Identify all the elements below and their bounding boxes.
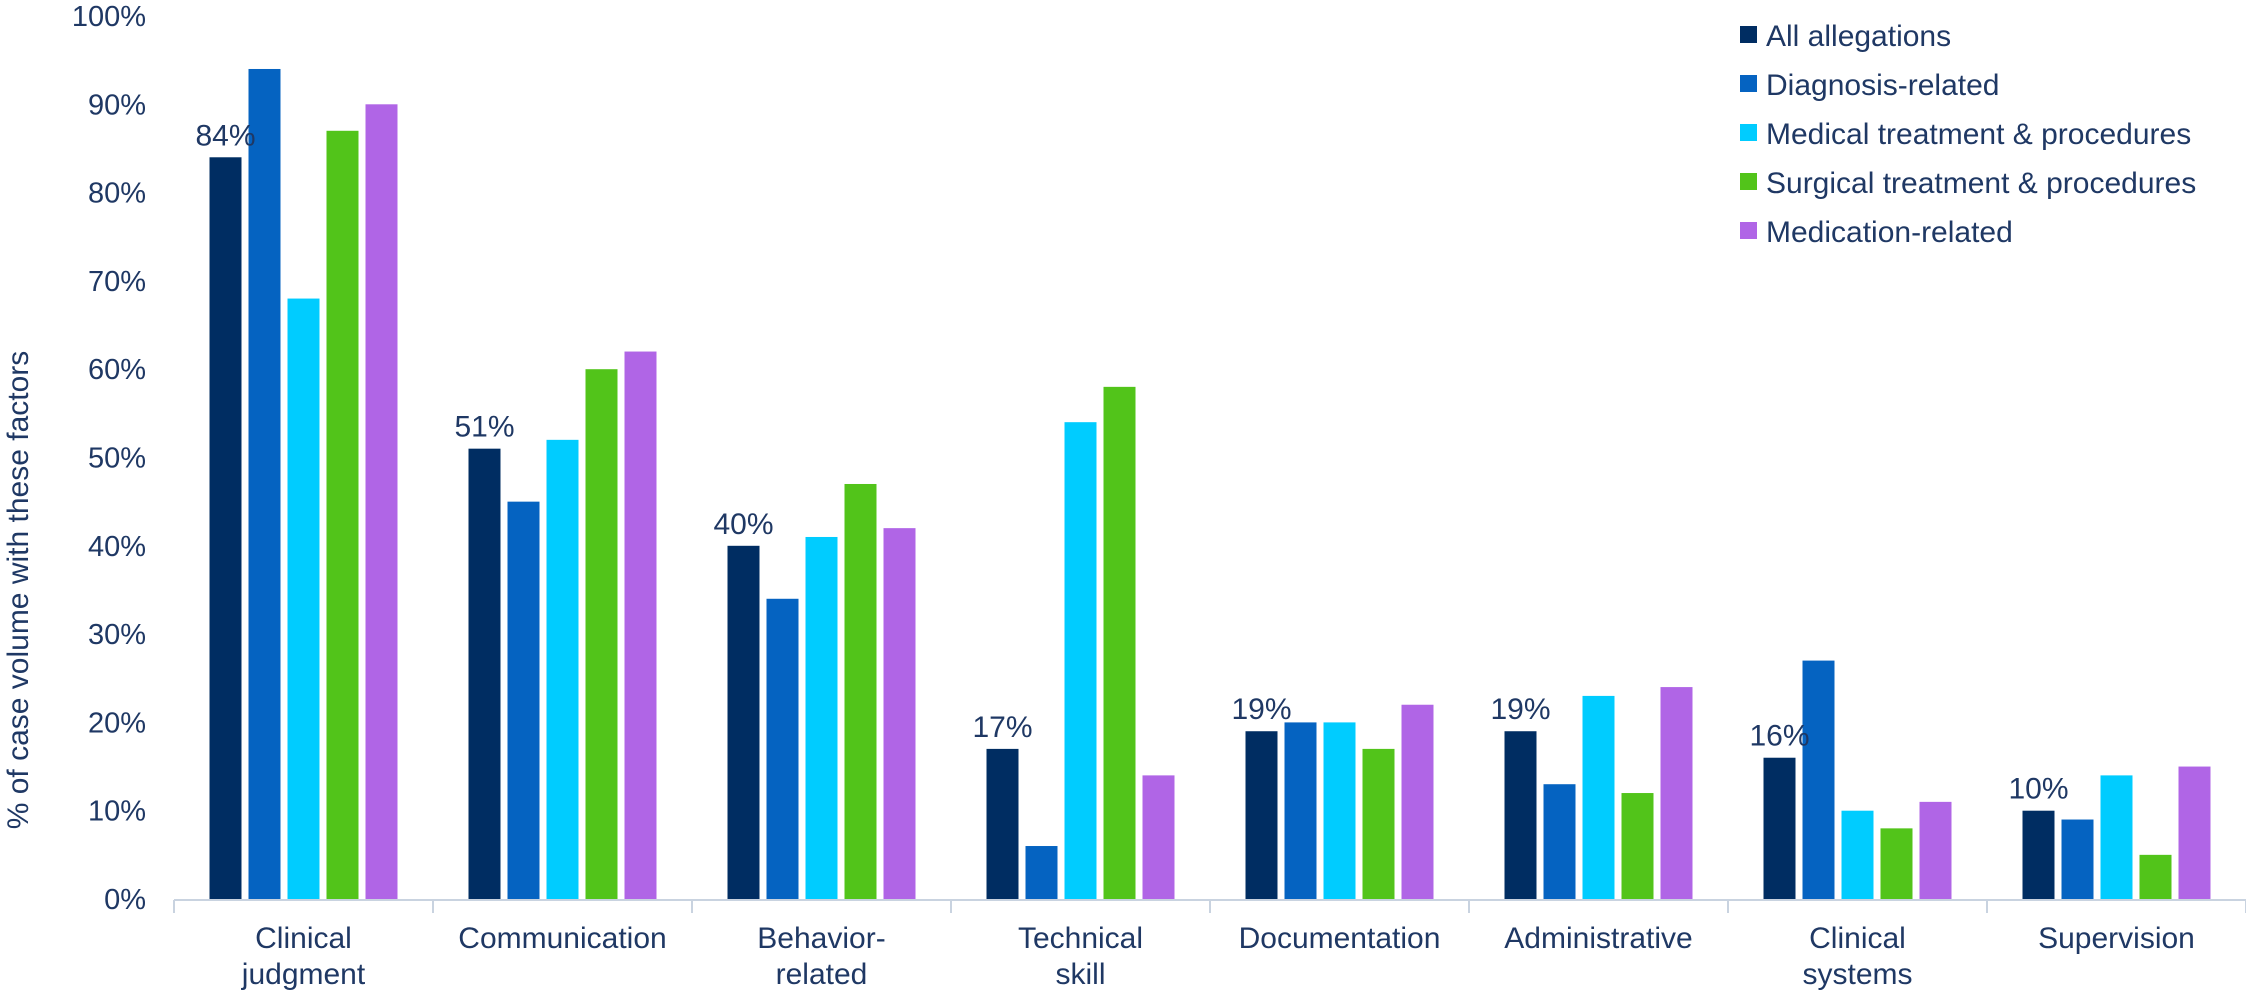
data-label: 84% xyxy=(195,119,255,152)
bar xyxy=(844,483,877,899)
bar xyxy=(287,298,320,899)
y-tick-label: 100% xyxy=(72,1,146,33)
bar xyxy=(365,104,398,900)
bar xyxy=(1142,775,1175,899)
bar xyxy=(585,369,618,899)
data-label: 16% xyxy=(1749,720,1809,753)
bar xyxy=(1323,722,1356,899)
bar xyxy=(1621,793,1654,899)
x-tick-label: skill xyxy=(1056,958,1106,991)
x-tick-label: Administrative xyxy=(1504,922,1692,955)
bar xyxy=(546,439,579,899)
x-tick-label: Documentation xyxy=(1239,922,1441,955)
y-tick-label: 70% xyxy=(88,266,146,298)
legend-label: Diagnosis-related xyxy=(1766,69,1999,102)
bar xyxy=(1504,731,1537,899)
bar xyxy=(624,351,657,899)
y-tick-label: 90% xyxy=(88,89,146,121)
bar xyxy=(1841,810,1874,899)
bar xyxy=(1582,695,1615,899)
y-tick-label: 80% xyxy=(88,178,146,210)
x-tick-label: Clinical xyxy=(255,922,352,955)
bar xyxy=(1919,801,1952,899)
legend-label: Medication-related xyxy=(1766,216,2013,249)
y-tick-label: 10% xyxy=(88,796,146,828)
bar xyxy=(2178,766,2211,899)
bar xyxy=(2100,775,2133,899)
bar xyxy=(727,545,760,899)
bar xyxy=(326,130,359,900)
legend-label: All allegations xyxy=(1766,20,1951,53)
y-tick-label: 0% xyxy=(104,884,146,916)
x-tick-label: Behavior- xyxy=(757,922,885,955)
legend-swatch xyxy=(1740,26,1757,43)
bar xyxy=(248,68,281,900)
data-label: 40% xyxy=(713,508,773,541)
y-tick-label: 30% xyxy=(88,619,146,651)
legend-swatch xyxy=(1740,173,1757,190)
bar xyxy=(1103,386,1136,899)
bar xyxy=(507,501,540,899)
bar xyxy=(1025,846,1058,899)
x-tick-label: Communication xyxy=(458,922,666,955)
bar xyxy=(1064,422,1097,899)
data-label: 51% xyxy=(454,411,514,444)
data-label: 17% xyxy=(972,711,1032,744)
x-tick-label: Technical xyxy=(1018,922,1143,955)
legend-swatch xyxy=(1740,124,1757,141)
legend-swatch xyxy=(1740,222,1757,239)
legend-label: Surgical treatment & procedures xyxy=(1766,167,2196,200)
legend-label: Medical treatment & procedures xyxy=(1766,118,2191,151)
bar xyxy=(986,748,1019,899)
bar xyxy=(883,528,916,899)
data-label: 10% xyxy=(2008,773,2068,806)
legend-swatch xyxy=(1740,75,1757,92)
x-tick-label: related xyxy=(776,958,868,991)
bar xyxy=(1802,660,1835,899)
x-tick-label: judgment xyxy=(241,958,366,991)
x-tick-label: Supervision xyxy=(2038,922,2195,955)
y-axis-label: % of case volume with these factors xyxy=(2,351,35,830)
data-label: 19% xyxy=(1490,693,1550,726)
y-axis: 0% 10% 20% 30% 40% 50% 60% 70% 80% 90% 100% xyxy=(72,1,146,916)
bar xyxy=(2022,810,2055,899)
y-tick-label: 40% xyxy=(88,531,146,563)
bar xyxy=(1284,722,1317,899)
bar xyxy=(1763,757,1796,899)
bar xyxy=(766,598,799,899)
x-tick-label: Clinical xyxy=(1809,922,1906,955)
bar xyxy=(1660,687,1693,899)
bar xyxy=(805,536,838,899)
bar xyxy=(1880,828,1913,899)
x-tick-label: systems xyxy=(1802,958,1912,991)
bar xyxy=(2139,854,2172,899)
bar xyxy=(1543,784,1576,899)
y-tick-label: 60% xyxy=(88,354,146,386)
y-tick-label: 20% xyxy=(88,707,146,739)
bar xyxy=(1362,748,1395,899)
data-label: 19% xyxy=(1231,693,1291,726)
bar xyxy=(2061,819,2094,899)
bar xyxy=(1401,704,1434,899)
bar xyxy=(468,448,501,899)
bars: 84% 51% 40% 17% 19% 19% 16% 10% xyxy=(195,68,2211,900)
bar xyxy=(1245,731,1278,899)
bar xyxy=(209,157,242,899)
y-tick-label: 50% xyxy=(88,443,146,475)
legend: All allegations Diagnosis-related Medical … xyxy=(1740,20,2196,249)
